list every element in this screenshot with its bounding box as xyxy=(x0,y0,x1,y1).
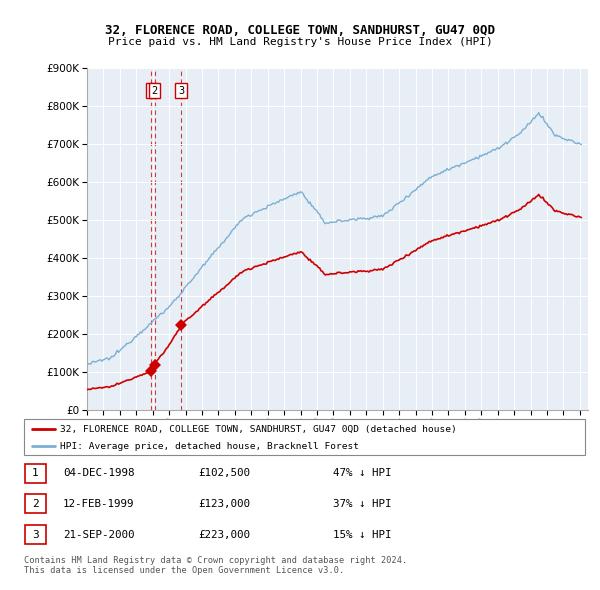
Text: 3: 3 xyxy=(32,530,39,539)
Text: 32, FLORENCE ROAD, COLLEGE TOWN, SANDHURST, GU47 0QD: 32, FLORENCE ROAD, COLLEGE TOWN, SANDHUR… xyxy=(105,24,495,37)
Text: 37% ↓ HPI: 37% ↓ HPI xyxy=(333,499,392,509)
Text: 15% ↓ HPI: 15% ↓ HPI xyxy=(333,530,392,539)
Text: 1: 1 xyxy=(32,468,39,478)
Text: 21-SEP-2000: 21-SEP-2000 xyxy=(63,530,134,539)
Text: 12-FEB-1999: 12-FEB-1999 xyxy=(63,499,134,509)
Text: 1: 1 xyxy=(148,86,154,96)
Text: £102,500: £102,500 xyxy=(198,468,250,478)
Text: £223,000: £223,000 xyxy=(198,530,250,539)
Text: 3: 3 xyxy=(178,86,184,96)
Text: £123,000: £123,000 xyxy=(198,499,250,509)
Text: 04-DEC-1998: 04-DEC-1998 xyxy=(63,468,134,478)
Text: 32, FLORENCE ROAD, COLLEGE TOWN, SANDHURST, GU47 0QD (detached house): 32, FLORENCE ROAD, COLLEGE TOWN, SANDHUR… xyxy=(61,425,457,434)
FancyBboxPatch shape xyxy=(25,525,46,544)
Text: 47% ↓ HPI: 47% ↓ HPI xyxy=(333,468,392,478)
Text: Price paid vs. HM Land Registry's House Price Index (HPI): Price paid vs. HM Land Registry's House … xyxy=(107,37,493,47)
Text: 2: 2 xyxy=(32,499,39,509)
FancyBboxPatch shape xyxy=(25,494,46,513)
FancyBboxPatch shape xyxy=(24,419,585,455)
FancyBboxPatch shape xyxy=(25,464,46,483)
Text: Contains HM Land Registry data © Crown copyright and database right 2024.
This d: Contains HM Land Registry data © Crown c… xyxy=(24,556,407,575)
Text: 2: 2 xyxy=(152,86,158,96)
Text: HPI: Average price, detached house, Bracknell Forest: HPI: Average price, detached house, Brac… xyxy=(61,442,359,451)
